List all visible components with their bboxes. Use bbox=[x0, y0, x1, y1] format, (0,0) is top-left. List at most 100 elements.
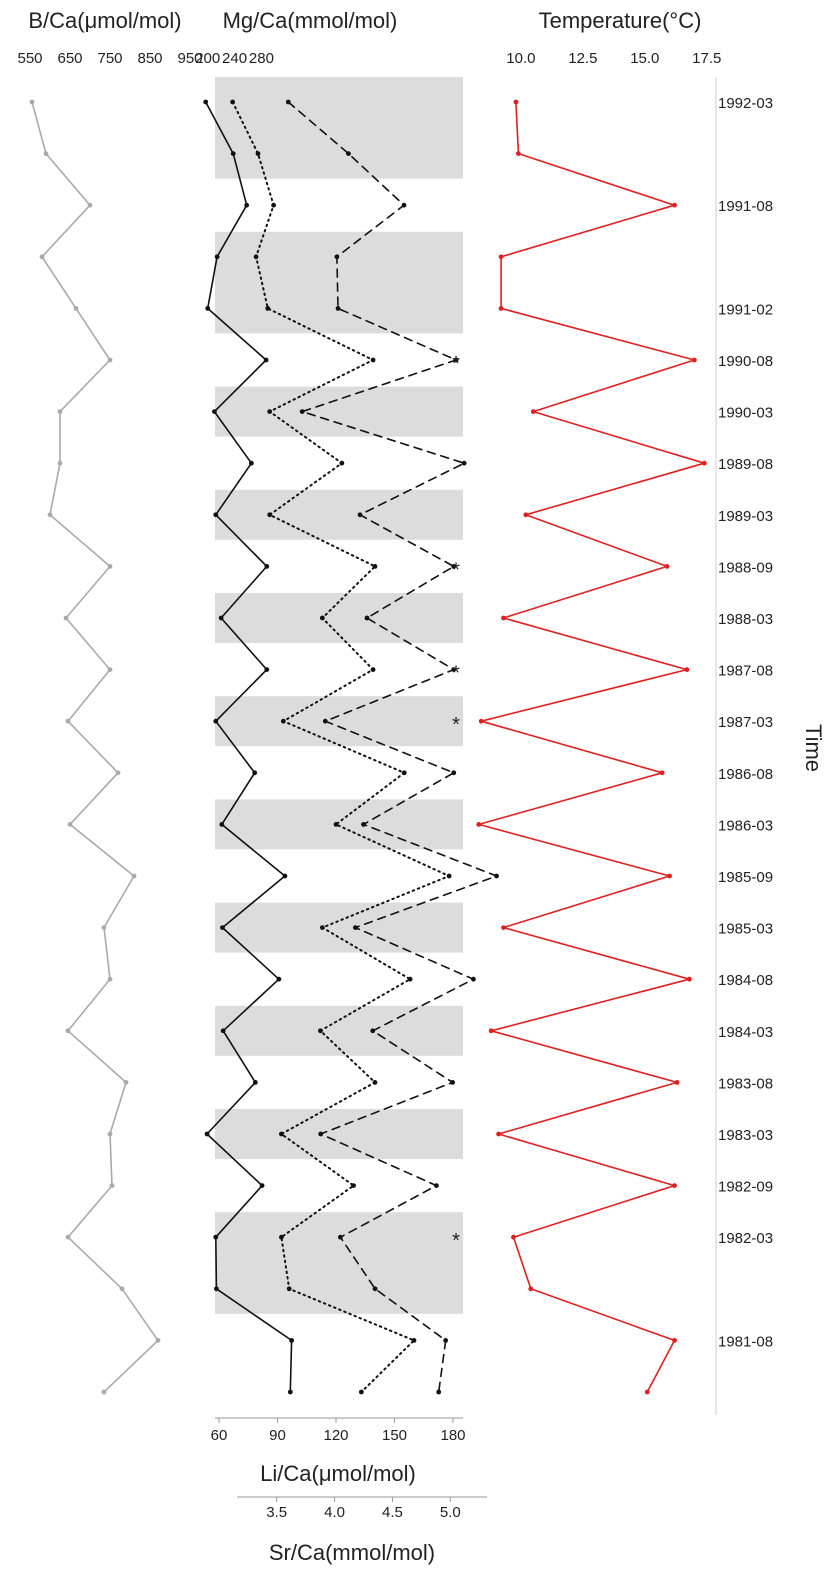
tick-label-mg: 280 bbox=[249, 50, 274, 67]
axis-title-mg: Mg/Ca(mmol/mol) bbox=[223, 8, 398, 33]
date-labels: 1992-03 1991-08 1991-02 1990-08 1990-03 1989-… bbox=[715, 78, 826, 1415]
data-point-t bbox=[644, 1389, 650, 1395]
data-point-li bbox=[370, 667, 376, 672]
axis-title-sr: Sr/Ca(mmol/mol) bbox=[269, 1540, 435, 1565]
data-point-sr bbox=[450, 1080, 455, 1085]
tick-label-b: 750 bbox=[97, 50, 122, 67]
data-point-mg bbox=[282, 873, 288, 879]
date-label: 1991-02 bbox=[718, 301, 773, 318]
data-point-t bbox=[488, 1028, 494, 1034]
data-point-mg bbox=[203, 99, 209, 105]
tick-label-li: 180 bbox=[440, 1427, 465, 1444]
tick-label-t: 15.0 bbox=[630, 50, 659, 67]
asterisk-marker: * bbox=[452, 714, 460, 736]
data-point-t bbox=[498, 306, 504, 311]
data-point-li bbox=[358, 1389, 364, 1395]
data-point-li bbox=[271, 202, 276, 208]
data-point-mg bbox=[218, 615, 224, 621]
date-label: 1987-08 bbox=[718, 663, 773, 680]
data-point-sr bbox=[285, 99, 291, 105]
tick-label-sr: 5.0 bbox=[440, 1504, 461, 1521]
data-point-sr bbox=[357, 512, 363, 518]
data-point-li bbox=[279, 1131, 284, 1137]
axis-title-b: B/Ca(μmol/mol) bbox=[28, 8, 181, 33]
data-point-li bbox=[286, 1286, 292, 1292]
data-point-b bbox=[57, 460, 63, 466]
data-point-sr bbox=[494, 873, 499, 879]
data-point-b bbox=[123, 1080, 129, 1085]
data-point-t bbox=[523, 512, 529, 518]
data-point-t bbox=[478, 718, 484, 724]
data-point-t bbox=[501, 925, 506, 930]
date-label: 1992-03 bbox=[718, 95, 773, 112]
data-point-mg bbox=[276, 976, 282, 982]
data-point-li bbox=[333, 822, 339, 827]
data-point-li bbox=[411, 1338, 417, 1343]
tick-label-t: 10.0 bbox=[506, 50, 535, 67]
data-point-sr bbox=[401, 202, 407, 208]
data-point-b bbox=[107, 1131, 113, 1137]
data-point-mg bbox=[214, 1286, 219, 1292]
data-point-b bbox=[63, 615, 69, 621]
date-label: 1985-03 bbox=[718, 921, 773, 938]
date-label: 1988-03 bbox=[718, 611, 773, 628]
data-point-li bbox=[370, 357, 376, 363]
tick-label-b: 650 bbox=[57, 50, 82, 67]
data-point-mg bbox=[204, 1131, 210, 1137]
tick-label-mg: 200 bbox=[195, 50, 220, 67]
date-label: 1989-08 bbox=[718, 456, 773, 473]
data-point-mg bbox=[259, 1183, 265, 1188]
data-point-li bbox=[255, 151, 261, 157]
data-point-sr bbox=[353, 925, 358, 930]
data-point-mg bbox=[252, 770, 258, 776]
data-point-t bbox=[501, 615, 506, 621]
data-point-sr bbox=[361, 822, 366, 827]
tick-label-li: 90 bbox=[269, 1427, 286, 1444]
data-point-mg bbox=[205, 306, 211, 311]
data-point-b bbox=[67, 822, 73, 827]
data-point-mg bbox=[264, 564, 270, 569]
data-point-li bbox=[319, 925, 325, 930]
data-point-sr bbox=[461, 460, 467, 466]
shaded-band bbox=[215, 1109, 463, 1159]
series-line-t bbox=[477, 101, 706, 1393]
data-point-mg bbox=[213, 512, 219, 518]
data-point-mg bbox=[244, 202, 250, 208]
asterisk-marker: * bbox=[452, 663, 460, 685]
data-point-sr bbox=[443, 1338, 449, 1343]
data-point-t bbox=[516, 151, 521, 157]
data-point-b bbox=[65, 718, 71, 724]
data-point-sr bbox=[334, 254, 340, 260]
data-point-t bbox=[684, 667, 690, 672]
data-point-sr bbox=[318, 1131, 324, 1137]
data-point-li bbox=[230, 99, 236, 105]
data-point-b bbox=[101, 925, 107, 930]
data-point-b bbox=[155, 1338, 161, 1343]
data-point-t bbox=[687, 976, 692, 982]
data-point-sr bbox=[451, 770, 457, 776]
tick-label-b: 550 bbox=[17, 50, 42, 67]
data-point-t bbox=[672, 1338, 677, 1343]
data-point-mg bbox=[219, 822, 225, 827]
data-point-li bbox=[407, 976, 413, 982]
shaded-band bbox=[215, 593, 463, 643]
data-point-sr bbox=[471, 976, 476, 982]
series-line-sr bbox=[287, 101, 498, 1393]
data-point-li bbox=[372, 564, 378, 569]
data-point-mg bbox=[248, 460, 254, 466]
data-point-li bbox=[446, 873, 452, 879]
data-point-b bbox=[57, 409, 63, 414]
shaded-band bbox=[215, 231, 463, 334]
series-layer bbox=[29, 99, 707, 1395]
data-point-b bbox=[29, 99, 35, 105]
data-point-b bbox=[107, 357, 113, 363]
data-point-t bbox=[672, 1183, 677, 1188]
shaded-band bbox=[215, 1005, 463, 1056]
data-point-li bbox=[401, 770, 407, 776]
date-label: 1981-08 bbox=[718, 1333, 773, 1350]
data-point-li bbox=[280, 718, 286, 724]
axis-title-t: Temperature(°C) bbox=[539, 8, 702, 33]
data-point-mg bbox=[220, 1028, 226, 1034]
asterisk-markers: * * * * * bbox=[452, 353, 460, 1252]
